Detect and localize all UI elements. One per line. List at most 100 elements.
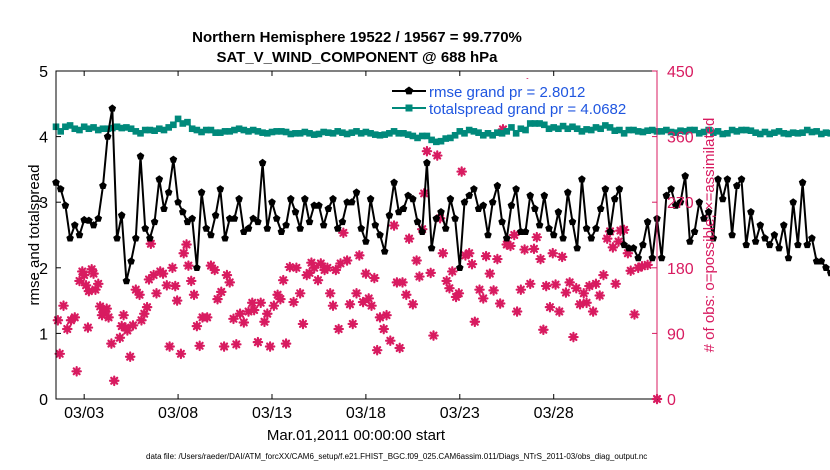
totalspread-point (325, 129, 332, 136)
totalspread-point (461, 130, 468, 137)
rmse-point (423, 158, 431, 167)
totalspread-point (259, 129, 266, 136)
rmse-point (164, 188, 173, 196)
plot-frame (56, 71, 657, 399)
rmse-point (690, 227, 699, 235)
obs-point (590, 278, 602, 290)
totalspread-point (559, 122, 567, 130)
rmse-point (160, 204, 168, 212)
rmse-point (667, 185, 675, 193)
rmse-point (610, 194, 619, 203)
rmse-point (254, 217, 262, 226)
obs-point (363, 293, 375, 304)
obs-point (114, 332, 126, 344)
totalspread-point (404, 131, 412, 138)
obs-point (76, 266, 88, 277)
obs-point (581, 297, 592, 309)
totalspread-point (695, 130, 703, 137)
totalspread-point (447, 134, 454, 142)
rmse-point (803, 240, 812, 249)
rmse-point (756, 221, 765, 229)
rmse-point (197, 188, 206, 196)
obs-point (463, 247, 475, 259)
x-tick-label: 03/03 (64, 405, 104, 422)
obs-point (333, 323, 344, 335)
totalspread-point (625, 126, 633, 134)
totalspread-point (785, 130, 792, 138)
obs-point (183, 260, 194, 271)
totalspread-point (573, 125, 581, 133)
rmse-point (554, 208, 563, 216)
rmse-point (333, 224, 342, 232)
totalspread-point (644, 127, 651, 134)
legend-box (387, 79, 651, 119)
obs-point (403, 233, 415, 244)
obs-point (351, 288, 362, 299)
obs-point (568, 331, 579, 343)
totalspread-point (428, 136, 435, 144)
totalspread-point (409, 132, 417, 140)
totalspread-point (522, 126, 529, 134)
totalspread-point (437, 137, 445, 145)
obs-point (201, 312, 213, 323)
rmse-point (94, 214, 103, 222)
obs-point (304, 267, 315, 279)
rmse-point (629, 244, 638, 252)
obs-point (453, 288, 465, 299)
totalspread-point (508, 124, 515, 131)
obs-point (610, 278, 621, 290)
rmse-point (272, 214, 281, 222)
rmse-point (441, 224, 450, 232)
totalspread-point (76, 126, 83, 134)
totalspread-point (165, 124, 172, 131)
totalspread-point (254, 128, 262, 135)
rmse-point (695, 198, 704, 206)
totalspread-point (320, 128, 327, 136)
obs-point (92, 278, 104, 290)
totalspread-point (381, 131, 388, 138)
rmse-point (282, 221, 290, 229)
y-axis-left: 0 1 2 3 4 5 (39, 64, 61, 409)
rmse-point (71, 221, 79, 229)
obs-point (127, 320, 139, 331)
totalspread-point (202, 126, 210, 134)
obs-point (414, 271, 425, 282)
totalspread-point (343, 130, 351, 138)
rmse-point (268, 198, 276, 206)
x-tick-label: 03/13 (252, 405, 292, 422)
totalspread-point (113, 123, 121, 131)
obs-point (275, 293, 286, 305)
totalspread-point (808, 128, 816, 136)
obs-point (124, 351, 136, 363)
rmse-point (634, 254, 642, 262)
obs-point (437, 247, 449, 259)
rmse-point (235, 194, 243, 203)
obs-point (130, 284, 142, 295)
totalspread-point (803, 126, 811, 134)
rmse-point (413, 217, 422, 226)
totalspread-point (766, 130, 773, 138)
rmse-point (141, 224, 149, 232)
obs-point (143, 274, 155, 285)
rmse-point (348, 198, 356, 206)
obs-point (564, 277, 575, 288)
obs-point (554, 306, 565, 317)
totalspread-point (799, 129, 806, 136)
rmse-point (775, 244, 783, 252)
totalspread-point (649, 126, 656, 134)
obs-point (388, 220, 400, 231)
obs-point (544, 301, 556, 313)
rmse-point (498, 217, 506, 226)
obs-point (385, 335, 396, 346)
totalspread-point (470, 128, 478, 135)
rmse-point (376, 231, 384, 239)
rmse-point (742, 240, 750, 249)
totalspread-point (456, 128, 464, 135)
rmse-point (127, 257, 135, 265)
totalspread-point (141, 126, 149, 134)
totalspread-point (771, 129, 778, 136)
obs-point (78, 269, 90, 281)
rmse-point (737, 175, 746, 183)
rmse-point (202, 224, 211, 232)
obs-point (446, 266, 458, 277)
